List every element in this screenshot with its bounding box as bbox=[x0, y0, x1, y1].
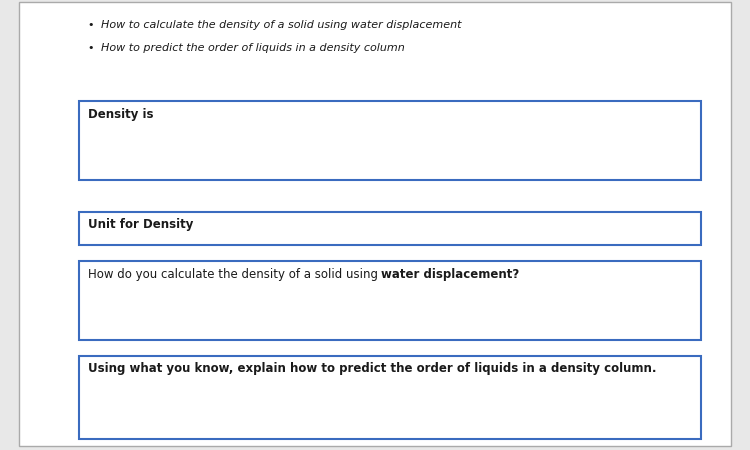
FancyBboxPatch shape bbox=[79, 356, 701, 439]
FancyBboxPatch shape bbox=[79, 101, 701, 180]
Text: Density is: Density is bbox=[88, 108, 153, 121]
Text: How do you calculate the density of a solid using: How do you calculate the density of a so… bbox=[88, 268, 382, 281]
FancyBboxPatch shape bbox=[79, 261, 701, 340]
Text: Unit for Density: Unit for Density bbox=[88, 218, 194, 231]
FancyBboxPatch shape bbox=[19, 2, 731, 446]
Text: •: • bbox=[88, 20, 94, 30]
Text: water displacement?: water displacement? bbox=[382, 268, 520, 281]
Text: How to calculate the density of a solid using water displacement: How to calculate the density of a solid … bbox=[101, 20, 462, 30]
Text: •: • bbox=[88, 43, 94, 53]
Text: Using what you know, explain how to predict the order of liquids in a density co: Using what you know, explain how to pred… bbox=[88, 362, 656, 375]
FancyBboxPatch shape bbox=[79, 212, 701, 245]
Text: How to predict the order of liquids in a density column: How to predict the order of liquids in a… bbox=[101, 43, 405, 53]
